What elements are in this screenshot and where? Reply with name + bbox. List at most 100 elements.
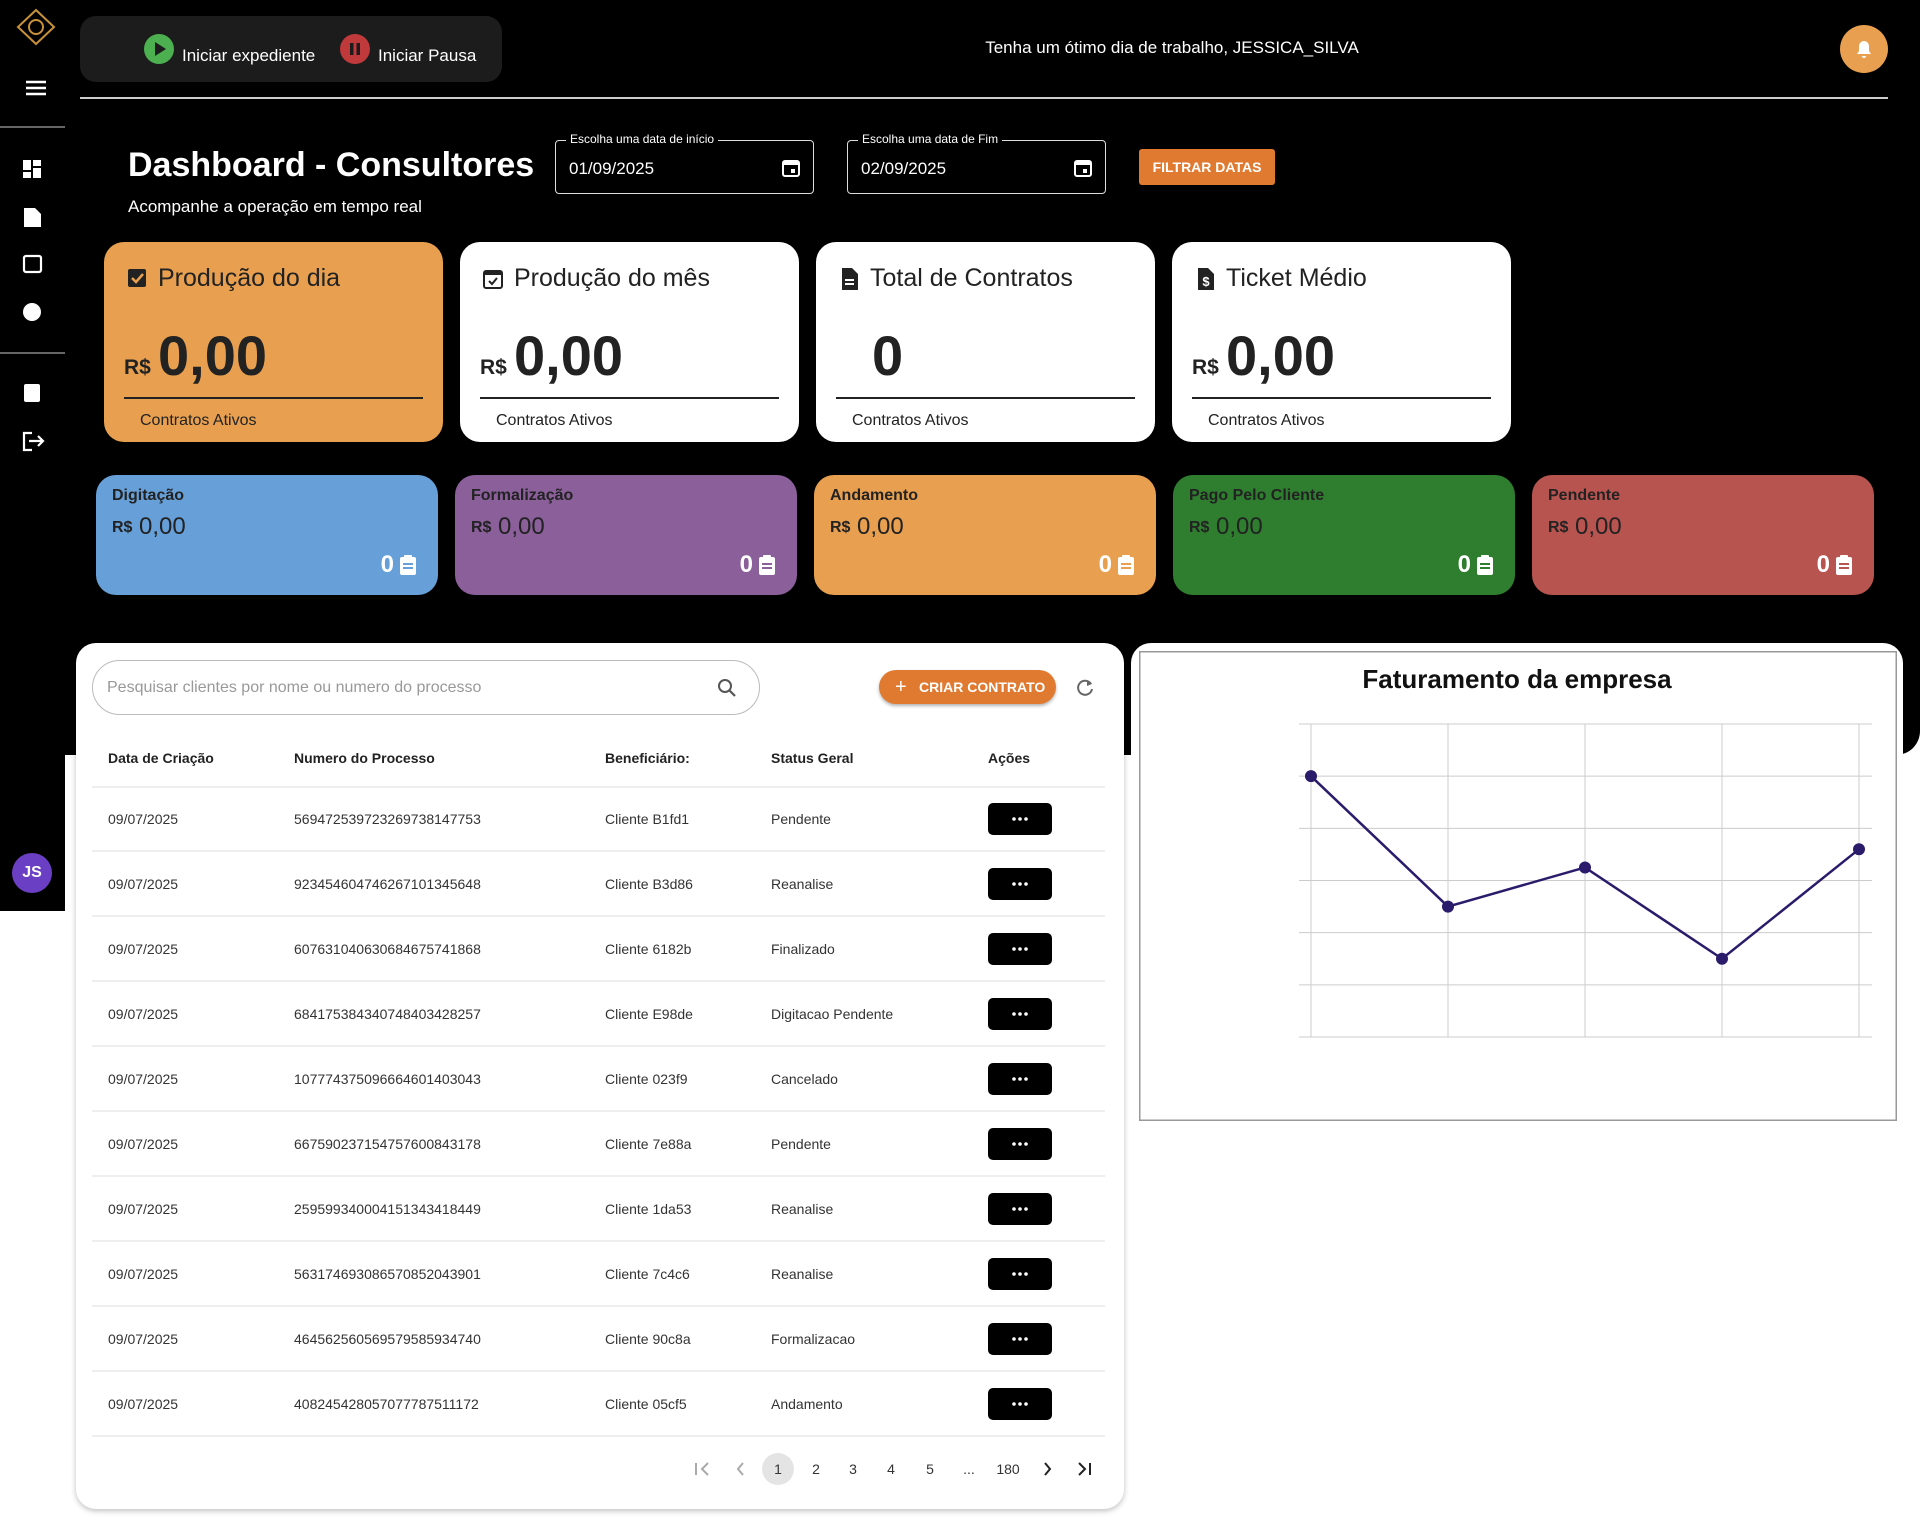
dot [1012, 817, 1016, 821]
search-field[interactable]: Pesquisar clientes por nome ou numero do… [92, 660, 760, 715]
dot [1012, 1207, 1016, 1211]
clock-icon[interactable] [23, 303, 41, 321]
table-cell: 464562560569579585934740 [294, 1331, 481, 1347]
status-title: Pendente [1548, 487, 1621, 504]
table-cell: 563174693086570852043901 [294, 1266, 481, 1282]
table-cell: 923454604746267101345648 [294, 876, 481, 892]
field-label: Escolha uma data de início [566, 132, 719, 146]
dot [1012, 1337, 1016, 1341]
calendar-icon[interactable] [1073, 157, 1093, 177]
page-link[interactable]: 5 [926, 1461, 934, 1477]
avatar[interactable]: JS [12, 853, 52, 893]
status-title: Formalização [471, 487, 574, 504]
dot [1018, 1402, 1022, 1406]
card-footer: Contratos Ativos [1208, 412, 1325, 429]
next-page[interactable] [1044, 1462, 1052, 1476]
currency: R$ [1189, 519, 1210, 536]
table-cell: 09/07/2025 [108, 1136, 178, 1152]
table-cell: 09/07/2025 [108, 1331, 178, 1347]
page-link[interactable]: 3 [849, 1461, 857, 1477]
dot [1024, 1077, 1028, 1081]
end-date[interactable]: Escolha uma data de Fim 02/09/2025 [847, 132, 1106, 194]
start-button[interactable]: Iniciar expediente [182, 46, 316, 65]
dot [1024, 1142, 1028, 1146]
card-value: 0,00 [514, 324, 623, 387]
clipboard-icon [1477, 555, 1493, 575]
status-count: 0 [380, 551, 394, 578]
clipboard-icon [400, 555, 416, 575]
search-icon[interactable] [717, 678, 737, 698]
status-card: Andamento R$ 0,00 0 [814, 475, 1156, 595]
card-title-text: Produção do dia [158, 264, 341, 292]
status-value: 0,00 [1216, 513, 1263, 540]
currency: R$ [1548, 519, 1569, 536]
greeting: Tenha um ótimo dia de trabalho, JESSICA_… [985, 38, 1359, 57]
last-page[interactable] [1078, 1462, 1091, 1476]
card-title-text: Produção do mês [514, 264, 710, 292]
page-title: Dashboard - Consultores [128, 146, 535, 184]
status-title: Andamento [830, 487, 918, 504]
card-icon [842, 267, 858, 290]
status-count: 0 [739, 551, 753, 578]
table-cell: 09/07/2025 [108, 811, 178, 827]
start-date[interactable]: Escolha uma data de início 01/09/2025 [555, 132, 814, 194]
table-cell: Cliente B3d86 [605, 876, 693, 892]
first-page[interactable] [695, 1462, 709, 1476]
summary-card: Produção do dia R$ 0,00 Contratos Ativos [104, 242, 443, 442]
table-cell: 107774375096664601403043 [294, 1071, 481, 1087]
filter-button[interactable]: FILTRAR DATAS [1139, 149, 1275, 185]
calendar-icon[interactable] [22, 254, 43, 274]
sidebar-icons [0, 8, 65, 452]
page-subtitle: Acompanhe a operação em tempo real [128, 197, 422, 216]
logout-icon[interactable] [22, 431, 45, 452]
menu-icon[interactable] [26, 80, 46, 96]
status-value: 0,00 [498, 513, 545, 540]
pause-icon[interactable] [340, 34, 370, 64]
dot [1018, 1077, 1022, 1081]
timer-controls: Iniciar expediente Iniciar Pausa [80, 16, 502, 82]
status-card: Formalização R$ 0,00 0 [455, 475, 797, 595]
dot [1018, 882, 1022, 886]
card-divider [1192, 397, 1491, 399]
page-link[interactable]: ... [963, 1461, 975, 1477]
page-link[interactable]: 180 [996, 1461, 1020, 1477]
dot [1024, 1272, 1028, 1276]
dot [1012, 1402, 1016, 1406]
table-cell: Finalizado [771, 941, 835, 957]
currency: R$ [1192, 356, 1219, 379]
prev-page[interactable] [736, 1462, 744, 1476]
card-footer: Contratos Ativos [852, 412, 969, 429]
field-label: Escolha uma data de Fim [858, 132, 1003, 146]
create-contract-button[interactable]: + CRIAR CONTRATO [879, 670, 1056, 704]
dot [1012, 1077, 1016, 1081]
play-icon[interactable] [144, 34, 174, 64]
page-link[interactable]: 4 [887, 1461, 895, 1477]
clipboard-icon [759, 555, 775, 575]
column-header: Numero do Processo [294, 750, 435, 766]
card-value: 0 [872, 324, 904, 387]
page-link[interactable]: 1 [774, 1461, 782, 1477]
dot [1012, 947, 1016, 951]
calendar-icon[interactable] [781, 157, 801, 177]
clipboard-icon [1836, 555, 1852, 575]
dashboard-icon[interactable] [23, 160, 41, 178]
contracts-table: Data de Criação Numero do Processo Benefic… [92, 750, 1105, 1485]
status-count: 0 [1816, 551, 1830, 578]
table-cell: Cliente 7e88a [605, 1136, 692, 1152]
document-icon[interactable] [24, 208, 41, 227]
page-link[interactable]: 2 [812, 1461, 820, 1477]
current-page [762, 1453, 794, 1485]
currency: R$ [471, 519, 492, 536]
notifications[interactable] [1840, 25, 1888, 73]
header-divider [80, 97, 1888, 99]
currency: R$ [112, 519, 133, 536]
clipboard-icon[interactable] [24, 384, 40, 402]
card-title-text: Total de Contratos [870, 264, 1073, 292]
dot [1018, 947, 1022, 951]
status-count: 0 [1457, 551, 1471, 578]
table-cell: 09/07/2025 [108, 876, 178, 892]
refresh-icon[interactable] [1074, 677, 1096, 699]
pause-button[interactable]: Iniciar Pausa [378, 46, 477, 65]
currency: R$ [480, 356, 507, 379]
